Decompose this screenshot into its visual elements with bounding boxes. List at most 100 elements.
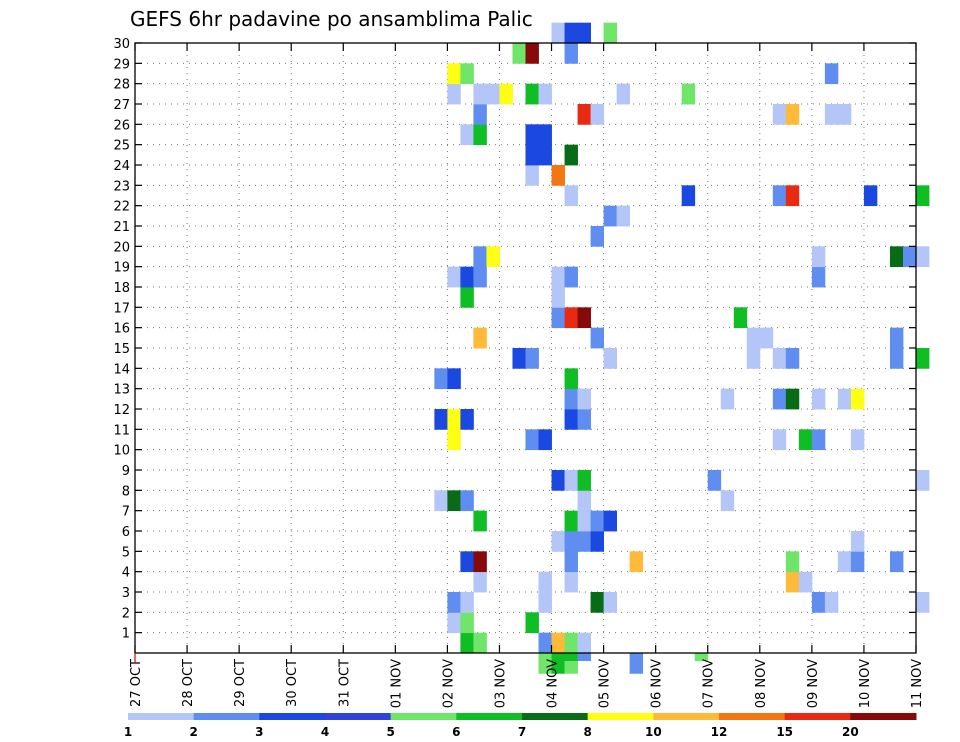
legend-label: 1 bbox=[124, 725, 132, 739]
data-cell bbox=[811, 388, 826, 410]
data-cell bbox=[473, 124, 487, 146]
data-cell bbox=[720, 388, 735, 410]
y-tick-label: 29 bbox=[113, 57, 130, 72]
data-cell bbox=[564, 22, 578, 44]
data-cell bbox=[551, 531, 565, 552]
data-cell bbox=[837, 388, 852, 410]
legend-swatch bbox=[390, 713, 457, 720]
data-cell bbox=[551, 653, 565, 674]
data-cell bbox=[473, 246, 487, 268]
data-cell bbox=[564, 388, 578, 410]
data-cell bbox=[811, 592, 826, 613]
data-cell bbox=[564, 470, 578, 491]
data-cell bbox=[564, 409, 578, 430]
data-cell bbox=[460, 63, 474, 85]
data-cell bbox=[850, 429, 865, 451]
data-cell bbox=[512, 348, 526, 369]
data-cell bbox=[460, 287, 474, 308]
legend-swatch bbox=[587, 713, 654, 720]
data-cell bbox=[525, 165, 539, 186]
data-cell bbox=[577, 470, 591, 491]
data-cell bbox=[538, 632, 552, 654]
data-cell bbox=[772, 388, 787, 410]
y-tick-label: 21 bbox=[113, 220, 130, 235]
data-cell bbox=[460, 551, 474, 573]
data-cell bbox=[525, 612, 539, 634]
y-tick-label: 17 bbox=[113, 301, 130, 316]
data-cell bbox=[564, 531, 578, 552]
data-cell bbox=[603, 592, 618, 613]
y-tick-label: 9 bbox=[122, 464, 130, 479]
legend-label: 4 bbox=[321, 725, 329, 739]
data-cell bbox=[525, 83, 539, 105]
data-cell bbox=[447, 83, 461, 105]
data-cell bbox=[824, 592, 839, 613]
data-cell bbox=[551, 266, 565, 288]
data-cell bbox=[850, 551, 865, 573]
data-cell bbox=[889, 327, 904, 349]
data-cell bbox=[512, 43, 526, 64]
y-tick-label: 4 bbox=[122, 566, 130, 581]
data-cell bbox=[590, 104, 604, 125]
data-cell bbox=[564, 185, 578, 207]
x-tick-label: 11 NOV bbox=[910, 659, 925, 708]
legend-label: 6 bbox=[452, 725, 460, 739]
data-cell bbox=[577, 510, 591, 532]
data-cell bbox=[603, 348, 618, 369]
data-cell bbox=[473, 551, 487, 573]
data-cell bbox=[629, 551, 644, 573]
data-cell bbox=[473, 266, 487, 288]
y-tick-label: 8 bbox=[122, 484, 130, 499]
data-cell bbox=[603, 22, 618, 44]
y-tick-label: 26 bbox=[113, 118, 130, 133]
y-tick-label: 2 bbox=[122, 606, 130, 621]
y-tick-label: 16 bbox=[113, 322, 130, 337]
data-cell bbox=[447, 409, 461, 430]
data-cell bbox=[551, 307, 565, 329]
data-cell bbox=[798, 571, 813, 593]
legend-swatch bbox=[128, 713, 195, 720]
data-cell bbox=[447, 612, 461, 634]
x-axis: 27 OCT 28 OCT 29 OCT 30 OCT 31 OCT 01 NOV 02 N… bbox=[129, 43, 925, 708]
data-cell bbox=[564, 307, 578, 329]
y-tick-label: 14 bbox=[113, 362, 130, 377]
data-cell bbox=[551, 470, 565, 491]
data-cell bbox=[733, 307, 748, 329]
data-cell bbox=[473, 510, 487, 532]
y-tick-label: 23 bbox=[113, 179, 130, 194]
data-cell bbox=[785, 551, 800, 573]
legend-label: 5 bbox=[386, 725, 394, 739]
y-tick-label: 11 bbox=[113, 423, 130, 438]
data-cell bbox=[772, 429, 787, 451]
x-tick-label: 28 OCT bbox=[181, 659, 196, 707]
data-cell bbox=[486, 83, 500, 105]
data-cell bbox=[447, 266, 461, 288]
data-cell bbox=[499, 83, 513, 105]
data-cell bbox=[538, 429, 552, 451]
data-cell bbox=[889, 551, 904, 573]
x-tick-label: 09 NOV bbox=[806, 659, 821, 708]
y-tick-label: 10 bbox=[113, 444, 130, 459]
data-cell bbox=[551, 632, 565, 654]
legend-label: 7 bbox=[518, 725, 526, 739]
data-cell bbox=[525, 124, 539, 146]
legend-swatch bbox=[193, 713, 260, 720]
data-cell bbox=[577, 409, 591, 430]
data-cell bbox=[577, 104, 591, 125]
data-cell bbox=[551, 287, 565, 308]
data-cell bbox=[811, 246, 826, 268]
legend-swatch bbox=[653, 713, 720, 720]
data-cell bbox=[785, 104, 800, 125]
data-cell bbox=[785, 348, 800, 369]
x-tick-label: 27 OCT bbox=[129, 659, 144, 707]
legend-label: 3 bbox=[255, 725, 263, 739]
data-cell bbox=[785, 388, 800, 410]
data-cell bbox=[525, 348, 539, 369]
data-cell bbox=[916, 348, 930, 369]
data-cell bbox=[785, 571, 800, 593]
data-cell bbox=[889, 246, 904, 268]
data-cell bbox=[616, 205, 631, 227]
data-cell bbox=[447, 490, 461, 512]
data-cell bbox=[551, 22, 565, 44]
